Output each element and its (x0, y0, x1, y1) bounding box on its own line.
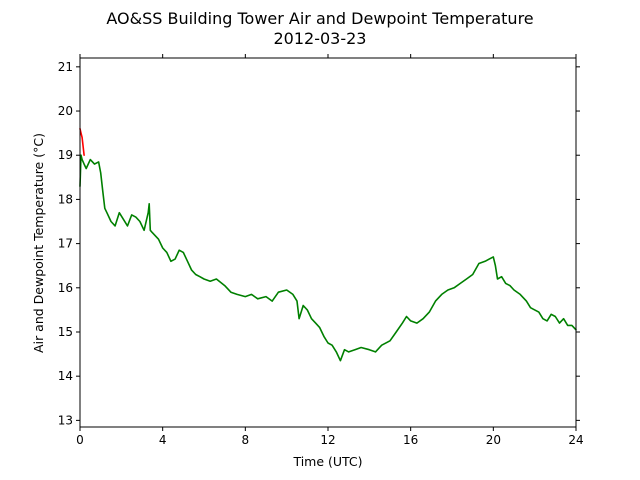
series-line-1 (79, 154, 577, 362)
y-tick-label: 20 (58, 104, 73, 118)
x-tick-label: 24 (568, 433, 583, 447)
y-tick-label: 17 (58, 237, 73, 251)
y-tick-label: 15 (58, 325, 73, 339)
chart-title: AO&SS Building Tower Air and Dewpoint Te… (106, 9, 533, 28)
y-tick-label: 19 (58, 148, 73, 162)
series-line-0 (79, 127, 85, 156)
y-axis-label: Air and Dewpoint Temperature (°C) (31, 133, 46, 353)
y-tick-label: 18 (58, 192, 73, 206)
y-tick-label: 14 (58, 369, 73, 383)
y-tick-label: 16 (58, 281, 73, 295)
axis-ticks: 0 4 8 12 16 20 24 13 14 15 16 17 18 19 20 21 (58, 54, 584, 447)
chart-subtitle: 2012-03-23 (274, 29, 367, 48)
y-tick-label: 13 (58, 413, 73, 427)
plot-series (79, 127, 577, 362)
x-tick-label: 16 (403, 433, 418, 447)
plot-frame (79, 57, 577, 428)
x-tick-label: 4 (159, 433, 167, 447)
x-tick-label: 12 (320, 433, 335, 447)
x-tick-label: 20 (486, 433, 501, 447)
x-axis-label: Time (UTC) (292, 454, 362, 469)
x-tick-label: 0 (76, 433, 84, 447)
x-tick-label: 8 (242, 433, 250, 447)
y-tick-label: 21 (58, 60, 73, 74)
